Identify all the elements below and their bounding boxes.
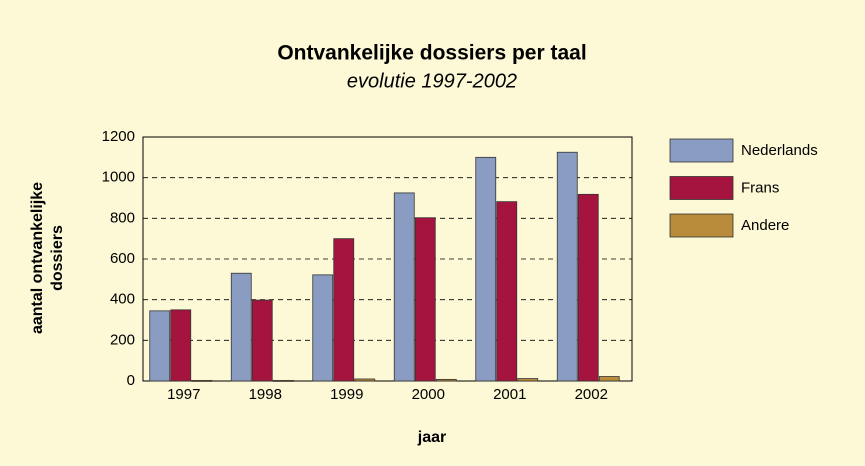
bar	[251, 299, 273, 382]
bar	[435, 378, 457, 382]
chart-subtitle: evolutie 1997-2002	[347, 70, 517, 92]
bar	[312, 274, 334, 382]
legend-label: Nederlands	[741, 142, 818, 159]
y-tick-label: 800	[110, 209, 135, 226]
legend-swatch	[669, 138, 734, 163]
y-tick-label: 600	[110, 250, 135, 267]
x-tick-label: 2001	[493, 386, 526, 403]
x-tick-label: 1998	[249, 386, 282, 403]
y-axis-label-line: aantal ontvankelijke	[29, 182, 46, 334]
legend-swatch	[669, 213, 734, 238]
legend-label: Andere	[741, 217, 789, 234]
x-axis-label: jaar	[417, 429, 446, 446]
y-tick-label: 400	[110, 291, 135, 308]
bar	[230, 272, 252, 382]
bar	[170, 309, 192, 382]
x-tick-label: 1997	[167, 386, 200, 403]
bar	[517, 378, 539, 382]
legend-swatch	[669, 176, 734, 200]
y-tick-label: 200	[110, 331, 135, 348]
bar	[577, 193, 599, 382]
y-axis-label: aantal ontvankelijke dossiers	[29, 182, 66, 334]
y-tick-label: 1000	[102, 169, 135, 186]
bar	[354, 378, 376, 382]
bar	[272, 379, 294, 382]
bar	[496, 201, 518, 382]
x-tick-label: 2000	[412, 386, 445, 403]
bar	[598, 376, 620, 382]
bar	[149, 310, 171, 382]
y-tick-label: 1200	[102, 128, 135, 145]
bar	[393, 192, 415, 382]
bar	[475, 156, 497, 382]
x-tick-label: 2002	[575, 386, 608, 403]
bar	[333, 238, 355, 382]
x-tick-label: 1999	[330, 386, 363, 403]
bar	[191, 379, 213, 382]
y-axis-label-line: dossiers	[49, 225, 66, 291]
bar	[414, 217, 436, 382]
chart-title: Ontvankelijke dossiers per taal	[277, 42, 586, 65]
y-tick-label: 0	[127, 372, 135, 389]
legend-label: Frans	[741, 179, 779, 196]
bar	[556, 151, 578, 382]
